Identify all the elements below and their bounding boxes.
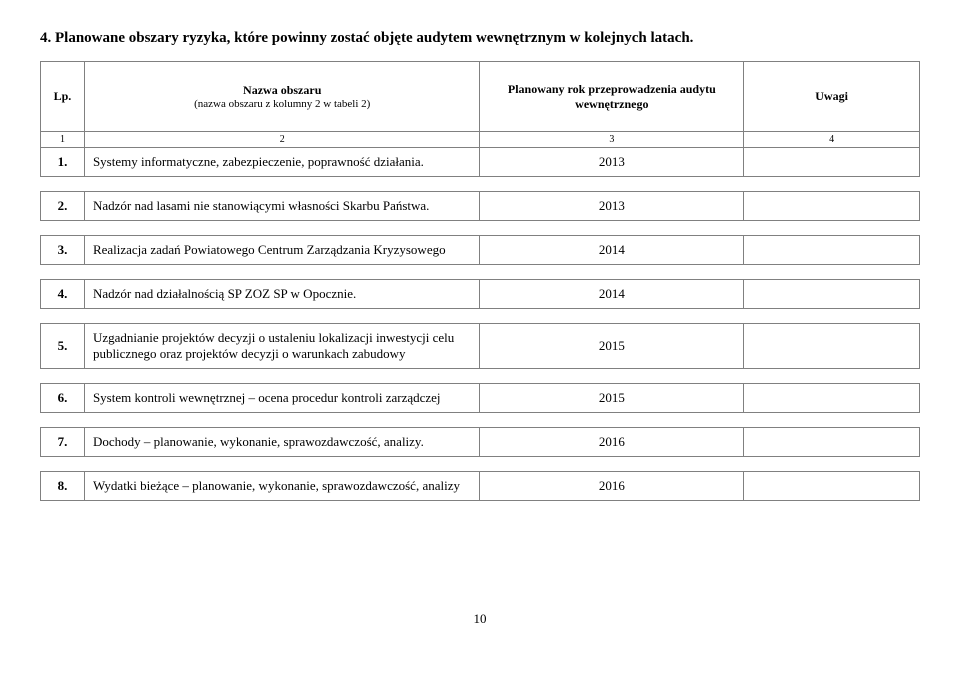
- section-heading: 4. Planowane obszary ryzyka, które powin…: [40, 30, 920, 47]
- table-row: 3. Realizacja zadań Powiatowego Centrum …: [41, 236, 920, 265]
- cell-notes: [744, 280, 920, 309]
- table-row: 7. Dochody – planowanie, wykonanie, spra…: [41, 428, 920, 457]
- header-name-main: Nazwa obszaru: [243, 83, 321, 97]
- cell-name: Dochody – planowanie, wykonanie, sprawoz…: [84, 428, 480, 457]
- cell-name: Realizacja zadań Powiatowego Centrum Zar…: [84, 236, 480, 265]
- colnum-3: 3: [480, 132, 744, 148]
- cell-name: Nadzór nad lasami nie stanowiącymi własn…: [84, 192, 480, 221]
- cell-notes: [744, 428, 920, 457]
- header-lp: Lp.: [41, 62, 85, 132]
- header-year: Planowany rok przeprowadzenia audytu wew…: [480, 62, 744, 132]
- page-number: 10: [40, 611, 920, 627]
- cell-notes: [744, 148, 920, 177]
- spacer: [41, 309, 920, 324]
- header-name: Nazwa obszaru (nazwa obszaru z kolumny 2…: [84, 62, 480, 132]
- cell-year: 2013: [480, 192, 744, 221]
- cell-year: 2013: [480, 148, 744, 177]
- cell-name: Wydatki bieżące – planowanie, wykonanie,…: [84, 472, 480, 501]
- cell-year: 2016: [480, 428, 744, 457]
- cell-lp: 8.: [41, 472, 85, 501]
- header-notes: Uwagi: [744, 62, 920, 132]
- cell-lp: 4.: [41, 280, 85, 309]
- cell-notes: [744, 472, 920, 501]
- cell-name: Nadzór nad działalnością SP ZOZ SP w Opo…: [84, 280, 480, 309]
- cell-lp: 7.: [41, 428, 85, 457]
- cell-year: 2014: [480, 236, 744, 265]
- cell-notes: [744, 384, 920, 413]
- colnum-4: 4: [744, 132, 920, 148]
- cell-year: 2016: [480, 472, 744, 501]
- table-row: 4. Nadzór nad działalnością SP ZOZ SP w …: [41, 280, 920, 309]
- cell-lp: 2.: [41, 192, 85, 221]
- table-row: 2. Nadzór nad lasami nie stanowiącymi wł…: [41, 192, 920, 221]
- table-header-row: Lp. Nazwa obszaru (nazwa obszaru z kolum…: [41, 62, 920, 132]
- cell-notes: [744, 192, 920, 221]
- cell-year: 2014: [480, 280, 744, 309]
- cell-lp: 5.: [41, 324, 85, 369]
- cell-lp: 1.: [41, 148, 85, 177]
- spacer: [41, 265, 920, 280]
- spacer: [41, 221, 920, 236]
- cell-notes: [744, 236, 920, 265]
- cell-year: 2015: [480, 324, 744, 369]
- risk-areas-table: Lp. Nazwa obszaru (nazwa obszaru z kolum…: [40, 61, 920, 501]
- cell-lp: 6.: [41, 384, 85, 413]
- colnum-2: 2: [84, 132, 480, 148]
- cell-name: Systemy informatyczne, zabezpieczenie, p…: [84, 148, 480, 177]
- cell-lp: 3.: [41, 236, 85, 265]
- spacer: [41, 457, 920, 472]
- cell-notes: [744, 324, 920, 369]
- table-row: 8. Wydatki bieżące – planowanie, wykonan…: [41, 472, 920, 501]
- spacer: [41, 413, 920, 428]
- table-row: 6. System kontroli wewnętrznej – ocena p…: [41, 384, 920, 413]
- column-number-row: 1 2 3 4: [41, 132, 920, 148]
- cell-name: System kontroli wewnętrznej – ocena proc…: [84, 384, 480, 413]
- cell-year: 2015: [480, 384, 744, 413]
- cell-name: Uzgadnianie projektów decyzji o ustaleni…: [84, 324, 480, 369]
- spacer: [41, 177, 920, 192]
- table-row: 5. Uzgadnianie projektów decyzji o ustal…: [41, 324, 920, 369]
- header-name-sub: (nazwa obszaru z kolumny 2 w tabeli 2): [93, 98, 472, 110]
- colnum-1: 1: [41, 132, 85, 148]
- spacer: [41, 369, 920, 384]
- table-row: 1. Systemy informatyczne, zabezpieczenie…: [41, 148, 920, 177]
